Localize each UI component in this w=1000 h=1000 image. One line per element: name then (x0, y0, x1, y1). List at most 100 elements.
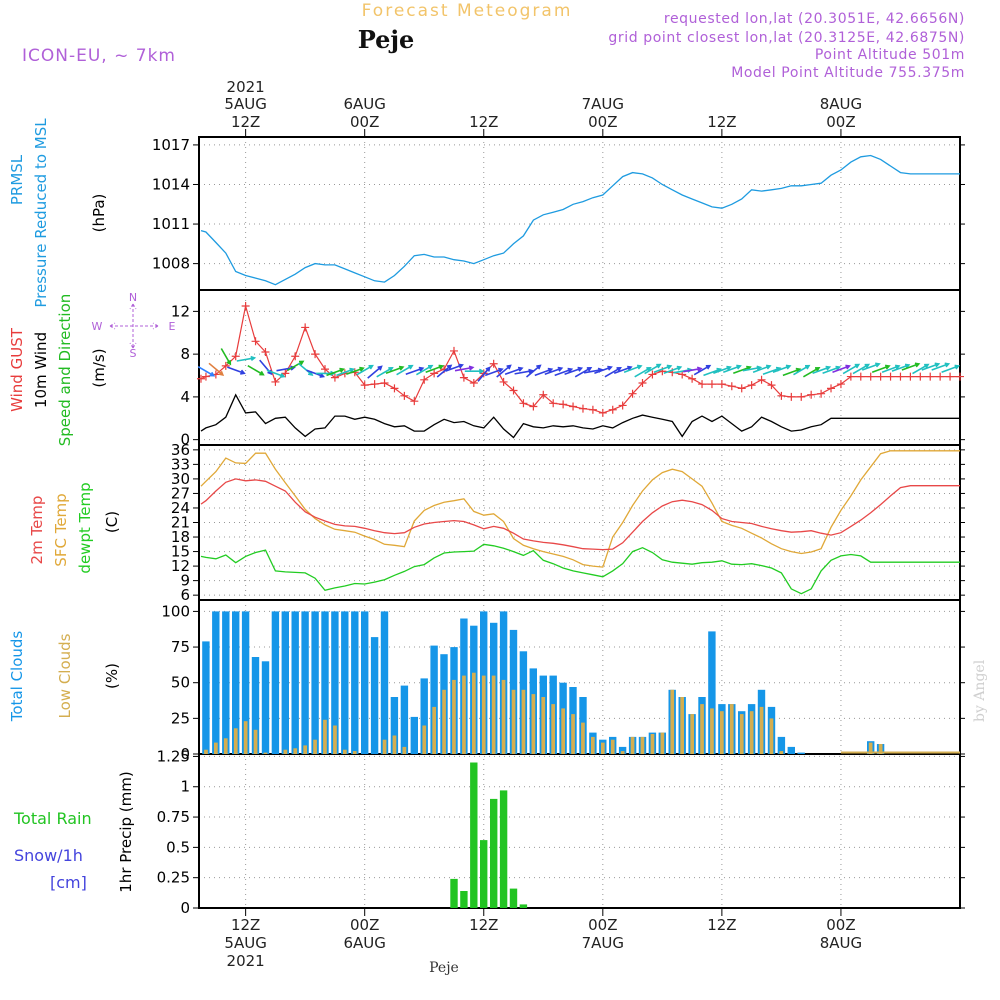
low-cloud-bar (878, 744, 883, 754)
total-cloud-bar (370, 637, 379, 754)
top-hour-label: 00Z (588, 113, 617, 131)
wind-direction-arrow (544, 366, 564, 376)
wind-direction-arrow (574, 366, 593, 378)
wind-gust-point (866, 372, 875, 381)
total-cloud-bar (400, 685, 409, 754)
y-tick-label: 8 (180, 345, 190, 363)
wind-direction-arrow (871, 364, 891, 373)
low-cloud-bar (402, 746, 407, 754)
total-cloud-bar (341, 611, 349, 754)
total-cloud-bar (261, 661, 270, 754)
wind-direction-arrow (604, 366, 622, 378)
total-cloud-bar (797, 752, 805, 754)
wind-direction-arrow (832, 364, 851, 373)
low-cloud-bar (610, 739, 615, 754)
precip-unit: 1hr Precip (mm) (117, 771, 135, 892)
wind-gust-point (588, 405, 597, 414)
y-tick-label: 6 (180, 586, 190, 604)
wind-gust-point (688, 374, 697, 383)
top-date-label: 6AUG (343, 95, 385, 113)
compass-west: W (92, 320, 103, 333)
compass-east: E (169, 320, 176, 333)
low-cloud-bar (531, 694, 536, 754)
wind-direction-arrow (534, 367, 554, 377)
precip-bar (450, 878, 458, 908)
total-cloud-bar (281, 611, 289, 754)
chart-title: Forecast Meteogram (362, 1, 573, 21)
wind-gust-point (469, 379, 478, 387)
wind-gust-point (251, 337, 260, 346)
sfc-temp-line (200, 450, 960, 568)
wind-gust-point (757, 375, 766, 384)
wind-direction-arrow (644, 363, 662, 375)
y-tick-label: 0 (180, 899, 190, 917)
low-cloud-bar (868, 742, 873, 754)
plot-area: 1008101110141017048126912151821242730333… (8, 78, 965, 970)
wind-gust-point (390, 384, 399, 393)
bottom-hour-label: 12Z (231, 916, 260, 934)
low-cloud-bar (352, 751, 357, 754)
gridpoint-coords: grid point closest lon,lat (20.3125E, 42… (608, 30, 965, 46)
snow-legend: Snow/1h (14, 846, 83, 865)
low-cloud-bar (710, 708, 714, 754)
wind-direction-arrow (634, 366, 652, 378)
wind-gust-point (241, 302, 250, 311)
top-year-label: 2021 (227, 78, 265, 96)
wind-gust-point (836, 380, 845, 389)
wind-gust-point (747, 381, 756, 390)
low-cloud-bar (739, 714, 744, 754)
y-tick-label: 25 (171, 709, 190, 727)
wind-direction-arrow (941, 364, 961, 373)
low-cloud-bar (313, 739, 317, 754)
wind-gust-line (200, 305, 960, 414)
y-tick-label: 4 (180, 388, 190, 406)
wind-gust-point (628, 389, 637, 398)
low-cloud-bar (630, 736, 635, 754)
temp-2m-label: 2m Temp (28, 496, 46, 565)
low-cloud-bar (749, 711, 754, 754)
wind-gust-point (777, 391, 786, 400)
y-tick-label: 0.75 (157, 808, 190, 826)
wind-gust-point (529, 402, 538, 411)
wind-gust-point (787, 392, 796, 401)
wind-direction-arrow (812, 365, 832, 375)
y-tick-label: 75 (171, 638, 190, 656)
precip-bar (499, 790, 508, 908)
wind-gust-point (410, 397, 419, 406)
wind-direction-arrow (336, 367, 355, 377)
wind-gust-point (380, 379, 389, 387)
wind-direction-arrow (891, 363, 911, 372)
wind-direction-arrow (197, 366, 216, 377)
wind-direction-arrow (477, 366, 491, 382)
wind-gust-point (946, 372, 955, 381)
low-clouds-label: Low Clouds (56, 633, 74, 718)
wind-gust-label: Wind GUST (8, 327, 26, 412)
wind-gust-point (549, 399, 558, 408)
low-cloud-bar (670, 689, 675, 754)
total-cloud-bar (222, 611, 230, 754)
point-altitude: Point Altitude 501m (815, 47, 965, 63)
wind-direction-arrow (912, 363, 930, 375)
wind-direction-arrow (683, 366, 703, 373)
low-cloud-bar (620, 751, 625, 754)
wind-gust-point (459, 373, 468, 382)
bottom-date-label: 8AUG (820, 934, 862, 952)
total-cloud-bar (708, 631, 716, 754)
low-cloud-bar (561, 708, 565, 754)
wind-direction-arrow (852, 363, 871, 375)
wind-gust-point (291, 352, 300, 361)
low-cloud-bar (581, 722, 585, 754)
rain-legend: Total Rain (13, 809, 92, 828)
wind-gust-point (846, 372, 855, 381)
wind-direction-arrow (723, 364, 742, 373)
wind-direction-arrow (525, 364, 542, 378)
total-cloud-bar (420, 678, 428, 754)
wind-direction-arrow (236, 355, 257, 362)
bottom-hour-label: 12Z (707, 916, 736, 934)
wind-gust-point (301, 323, 310, 332)
wind-gust-point (936, 372, 945, 381)
y-tick-label: 36 (171, 441, 190, 459)
wind-direction-arrow (803, 366, 821, 378)
precip-bar (470, 762, 478, 908)
low-cloud-bar (243, 721, 248, 754)
